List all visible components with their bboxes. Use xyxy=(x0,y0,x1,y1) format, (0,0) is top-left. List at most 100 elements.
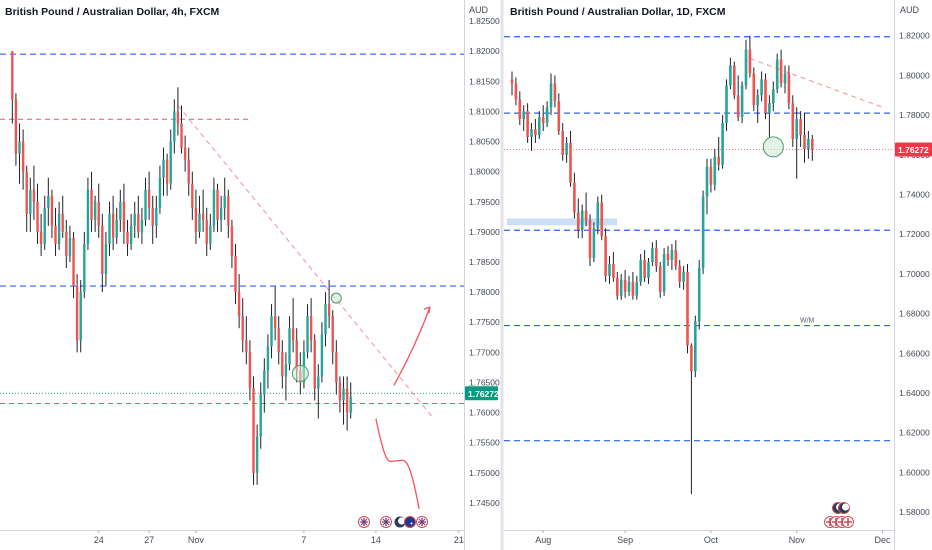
candle xyxy=(717,136,720,171)
bearish-projection-path[interactable] xyxy=(375,418,420,510)
candle xyxy=(592,222,596,263)
candle-body-up xyxy=(173,111,176,142)
right-candles xyxy=(510,35,814,495)
right-price-axis[interactable] xyxy=(894,0,932,550)
price-tick-label: 1.82000 xyxy=(469,46,500,56)
candle xyxy=(288,316,291,371)
support-zone[interactable] xyxy=(507,218,617,226)
candle-body-up xyxy=(721,123,724,165)
candle-body-up xyxy=(115,219,118,238)
candle xyxy=(57,201,61,250)
left-chart-pane[interactable]: AUD 1.825001.820001.815001.810001.805001… xyxy=(0,0,500,550)
candle-body-down xyxy=(230,225,234,256)
candle xyxy=(165,153,169,196)
candle xyxy=(764,73,767,120)
price-tick-label: 1.66000 xyxy=(899,348,930,358)
price-tick-label: 1.75000 xyxy=(469,468,500,478)
candle-body-up xyxy=(760,79,763,96)
event-moon-icon[interactable] xyxy=(394,516,406,528)
bullish-projection-path[interactable] xyxy=(393,306,431,386)
right-last-price-background xyxy=(895,142,932,157)
event-moon-icon[interactable] xyxy=(838,502,850,514)
candle-body-down xyxy=(623,279,627,292)
flag-uk-icon[interactable] xyxy=(358,516,370,528)
candle-body-up xyxy=(697,267,701,322)
candle xyxy=(670,244,674,270)
flag-uk-icon[interactable] xyxy=(416,516,428,528)
candle-body-up xyxy=(79,292,82,341)
candle xyxy=(277,316,280,365)
flag-uk-icon[interactable] xyxy=(842,516,854,528)
candle xyxy=(549,73,553,116)
candle xyxy=(151,195,154,244)
candle xyxy=(108,201,111,256)
candle-body-down xyxy=(291,328,295,341)
candle-body-up xyxy=(198,213,201,232)
candle xyxy=(97,183,100,238)
candle xyxy=(584,192,588,227)
candle-body-down xyxy=(557,101,561,132)
right-chart-pane[interactable]: W/M AUD 1.820001.800001.780001.760001.74… xyxy=(500,0,932,550)
highlight-circle[interactable] xyxy=(330,292,342,304)
candle-body-down xyxy=(205,219,208,244)
candle-body-down xyxy=(690,345,693,372)
candle-body-up xyxy=(775,59,779,90)
candle xyxy=(90,171,93,232)
candle xyxy=(807,131,810,159)
candle-body-up xyxy=(592,228,596,259)
highlight-circle[interactable] xyxy=(762,136,784,158)
candle xyxy=(596,196,600,235)
price-tick-label: 1.79000 xyxy=(469,227,500,237)
candle-body-up xyxy=(701,196,705,268)
candle-body-up xyxy=(155,207,158,226)
candle-body-down xyxy=(764,79,767,114)
candle-body-down xyxy=(61,213,64,232)
price-tick-label: 1.60000 xyxy=(899,467,930,477)
price-tick-label: 1.74500 xyxy=(469,498,500,508)
candle-body-up xyxy=(627,281,631,292)
candle-body-down xyxy=(510,79,514,84)
candle-body-up xyxy=(545,107,549,124)
candle xyxy=(50,189,54,238)
candle-body-down xyxy=(227,195,230,226)
candle-body-up xyxy=(756,95,759,106)
flag-uk-icon[interactable] xyxy=(380,516,392,528)
candle xyxy=(317,364,320,419)
candle xyxy=(68,225,72,262)
left-horizontal-levels xyxy=(0,53,464,405)
candle-body-down xyxy=(97,201,100,226)
left-price-axis[interactable] xyxy=(464,0,498,550)
candle xyxy=(320,322,324,383)
candle-body-down xyxy=(338,382,342,401)
candle xyxy=(101,213,104,293)
candle xyxy=(760,71,763,102)
price-tick-label: 1.82000 xyxy=(899,31,930,41)
price-tick-label: 1.79500 xyxy=(469,197,500,207)
descending-trendline[interactable] xyxy=(749,58,883,108)
descending-trendline[interactable] xyxy=(177,105,434,419)
highlight-circle[interactable] xyxy=(291,364,309,382)
left-price-ticks: 1.82500 1.82000 1.81500 1.81000 1.80500 1.800… xyxy=(469,16,500,508)
candle-body-down xyxy=(14,99,18,154)
level-annotation: W/M xyxy=(800,318,815,325)
candle-body-down xyxy=(50,195,54,226)
candle-body-down xyxy=(655,248,658,266)
candle-body-down xyxy=(674,250,678,266)
candle xyxy=(627,275,631,296)
candle xyxy=(709,158,713,193)
candle-body-up xyxy=(18,141,21,154)
flag-au-icon[interactable] xyxy=(404,516,416,528)
candle-body-up xyxy=(639,260,642,282)
candle-body-down xyxy=(187,159,190,184)
candle-body-up xyxy=(270,316,273,347)
candle xyxy=(775,53,779,94)
candle xyxy=(545,101,549,128)
price-tick-label: 1.80000 xyxy=(469,167,500,177)
left-drawings xyxy=(177,105,434,510)
candle-body-down xyxy=(252,388,255,473)
candle-body-up xyxy=(266,346,270,371)
candle xyxy=(701,190,705,274)
candle xyxy=(223,177,226,220)
left-last-price-badge: 1.76272 xyxy=(465,386,499,401)
